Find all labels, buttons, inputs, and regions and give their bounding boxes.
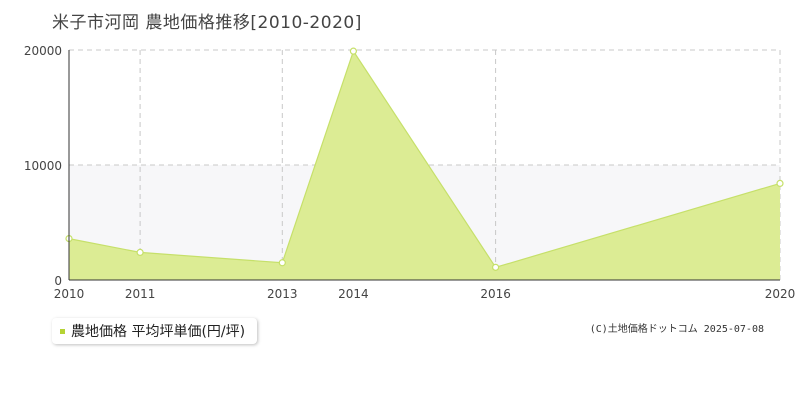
x-tick-label: 2016 [480, 287, 511, 300]
data-point [136, 248, 144, 256]
series-area [65, 47, 784, 281]
y-tick-label: 10000 [24, 159, 62, 173]
data-point [776, 179, 784, 187]
chart-area: 0 10000 20000 2010 2011 2013 2014 2016 2020 [24, 44, 795, 300]
x-tick-label: 2020 [765, 287, 796, 300]
legend: 農地価格 平均坪単価(円/坪) [52, 318, 258, 344]
data-point [278, 259, 286, 267]
copyright-text: (C)土地価格ドットコム 2025-07-08 [589, 324, 764, 335]
x-tick-label: 2014 [338, 287, 369, 300]
chart-title: 米子市河岡 農地価格推移[2010-2020] [52, 13, 362, 33]
y-tick-label: 0 [54, 274, 62, 288]
legend-label: 農地価格 平均坪単価(円/坪) [71, 324, 246, 340]
area-fill [69, 51, 780, 281]
data-point [349, 47, 357, 55]
series-line [68, 49, 781, 269]
tick-labels: 0 10000 20000 2010 2011 2013 2014 2016 2020 [24, 44, 795, 300]
x-tick-label: 2010 [54, 287, 85, 300]
data-point [492, 263, 500, 271]
y-tick-label: 20000 [24, 44, 62, 58]
axes [68, 50, 780, 281]
x-tick-label: 2011 [125, 287, 156, 300]
x-tick-label: 2013 [267, 287, 298, 300]
legend-swatch [60, 328, 65, 334]
